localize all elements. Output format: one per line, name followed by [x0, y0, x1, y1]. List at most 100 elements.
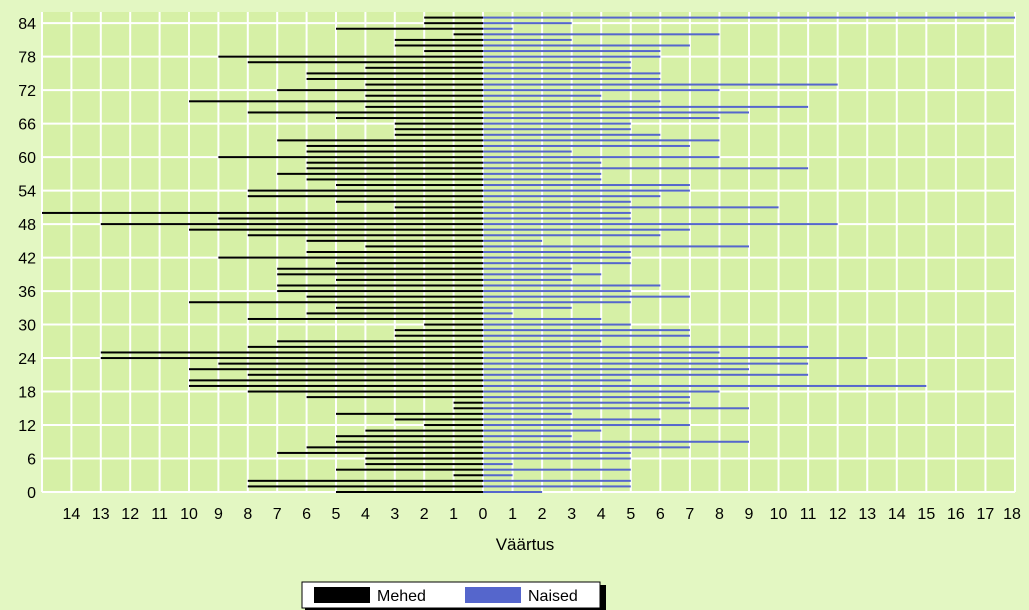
- bar-mehed: [394, 128, 483, 131]
- bar-mehed: [306, 239, 483, 242]
- x-tick-label: 4: [361, 506, 370, 523]
- bar-naised: [483, 195, 661, 198]
- bar-mehed: [453, 401, 483, 404]
- bar-mehed: [365, 245, 483, 248]
- bar-mehed: [306, 251, 483, 253]
- y-tick-label: 12: [18, 418, 36, 435]
- bar-naised: [483, 239, 543, 242]
- x-tick-label: 3: [390, 506, 399, 523]
- bar-mehed: [365, 463, 483, 466]
- bar-mehed: [247, 373, 483, 376]
- bar-naised: [483, 384, 927, 387]
- x-tick-label: 5: [332, 506, 341, 523]
- bar-mehed: [453, 33, 483, 36]
- bar-mehed: [336, 200, 483, 203]
- bar-naised: [483, 245, 749, 248]
- bar-naised: [483, 429, 602, 432]
- bar-mehed: [394, 206, 483, 209]
- bar-mehed: [100, 351, 484, 354]
- bar-mehed: [365, 83, 483, 86]
- bar-naised: [483, 100, 661, 103]
- x-tick-label: 0: [479, 506, 488, 523]
- bar-naised: [483, 262, 631, 265]
- bar-naised: [483, 72, 661, 75]
- bar-naised: [483, 401, 690, 404]
- bar-naised: [483, 396, 690, 399]
- bar-mehed: [336, 27, 483, 30]
- bar-mehed: [247, 234, 483, 237]
- bar-naised: [483, 273, 602, 276]
- bar-mehed: [365, 94, 483, 97]
- bar-mehed: [306, 150, 483, 153]
- x-tick-label: 4: [597, 506, 606, 523]
- bar-mehed: [336, 262, 483, 265]
- x-tick-label: 13: [858, 506, 876, 523]
- bar-naised: [483, 345, 809, 348]
- bar-naised: [483, 362, 809, 365]
- bar-mehed: [336, 440, 483, 443]
- y-tick-label: 54: [18, 184, 36, 201]
- bar-mehed: [336, 435, 483, 438]
- x-tick-label: 7: [273, 506, 282, 523]
- x-tick-label: 18: [1003, 506, 1021, 523]
- bar-naised: [483, 211, 631, 214]
- bar-naised: [483, 156, 720, 159]
- bar-naised: [483, 228, 690, 231]
- bar-naised: [483, 446, 690, 449]
- x-tick-label: 16: [947, 506, 965, 523]
- bar-naised: [483, 474, 513, 477]
- bar-mehed: [218, 156, 483, 159]
- bar-mehed: [394, 329, 483, 332]
- bar-mehed: [365, 105, 483, 108]
- y-tick-label: 24: [18, 351, 36, 368]
- x-tick-label: 11: [800, 506, 817, 523]
- bar-naised: [483, 278, 572, 281]
- y-tick-label: 42: [18, 251, 36, 268]
- bar-mehed: [336, 491, 483, 493]
- bar-naised: [483, 27, 513, 30]
- y-axis-ticks: 0 6 12 18 24 30 36 42 48 54 60 66 72 78 84: [18, 16, 36, 502]
- bar-naised: [483, 479, 631, 482]
- bar-naised: [483, 485, 631, 488]
- bar-naised: [483, 468, 631, 471]
- legend-swatch-naised: [465, 587, 521, 603]
- bar-mehed: [247, 111, 483, 114]
- bar-mehed: [394, 334, 483, 337]
- bar-naised: [483, 379, 631, 382]
- bar-mehed: [277, 172, 483, 175]
- x-tick-label: 14: [63, 506, 81, 523]
- bar-mehed: [247, 345, 483, 348]
- bar-naised: [483, 44, 690, 47]
- bar-naised: [483, 161, 602, 164]
- bar-mehed: [218, 256, 483, 259]
- bar-mehed: [189, 100, 483, 103]
- x-tick-label: 1: [508, 506, 517, 523]
- bar-mehed: [394, 38, 483, 41]
- bar-naised: [483, 435, 572, 438]
- bar-naised: [483, 133, 661, 136]
- bar-mehed: [306, 77, 483, 80]
- x-tick-label: 14: [888, 506, 906, 523]
- bar-mehed: [100, 223, 484, 226]
- bar-mehed: [306, 161, 483, 164]
- bar-naised: [483, 22, 572, 25]
- bar-mehed: [247, 195, 483, 198]
- bar-mehed: [453, 474, 483, 477]
- bar-mehed: [247, 390, 483, 393]
- bar-naised: [483, 105, 809, 108]
- bar-mehed: [277, 290, 483, 293]
- x-tick-label: 9: [214, 506, 223, 523]
- bar-naised: [483, 122, 631, 125]
- y-tick-label: 72: [18, 83, 36, 100]
- bar-mehed: [189, 384, 483, 387]
- bar-naised: [483, 457, 631, 460]
- bar-naised: [483, 61, 631, 64]
- bar-naised: [483, 340, 602, 343]
- bar-naised: [483, 128, 631, 131]
- bar-mehed: [453, 407, 483, 410]
- y-tick-label: 18: [18, 385, 36, 402]
- bar-mehed: [306, 396, 483, 399]
- legend-swatch-mehed: [314, 587, 370, 603]
- bar-mehed: [306, 72, 483, 75]
- bar-naised: [483, 451, 631, 454]
